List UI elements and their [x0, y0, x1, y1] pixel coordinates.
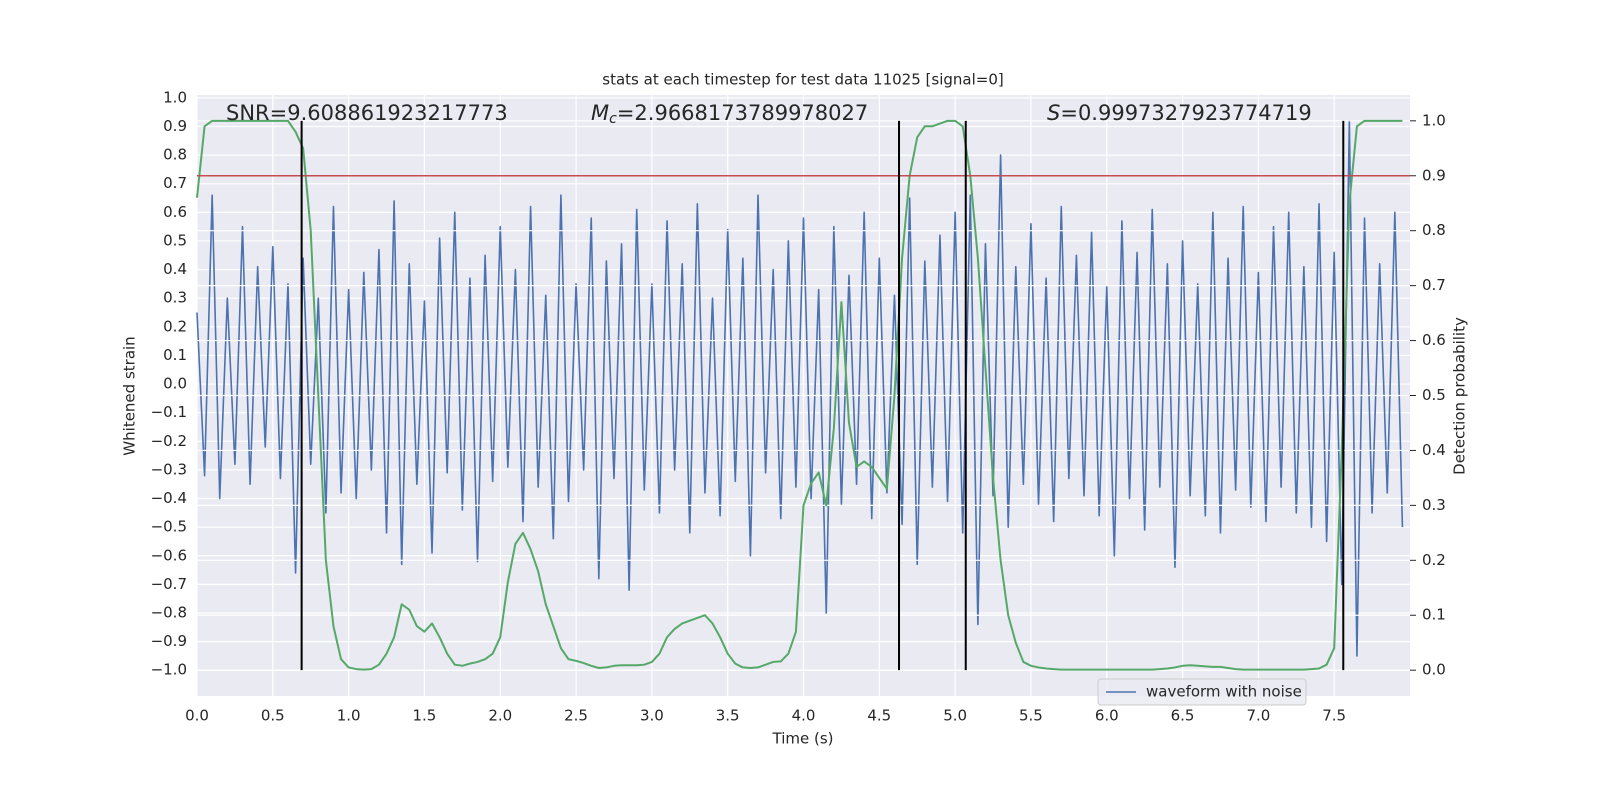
annotation: S=0.9997327923774719	[1047, 101, 1312, 125]
x-tick-label: 5.0	[943, 707, 967, 725]
legend-box	[1097, 678, 1307, 706]
y-tick-label: −0.6	[151, 546, 187, 564]
annotation-subscript: c	[609, 111, 617, 127]
annotation-symbol: S	[1047, 101, 1060, 125]
y-axis-label: Whitened strain	[121, 336, 139, 455]
y-tick-label: 0.6	[163, 203, 187, 221]
y-tick-label: 0.0	[163, 375, 187, 393]
annotation-text: =2.9668173789978027	[617, 101, 868, 125]
x-tick-label: 2.5	[564, 707, 588, 725]
annotation-text: =0.9997327923774719	[1060, 101, 1311, 125]
y-tick-label: 0.2	[163, 317, 187, 335]
x-tick-label: 0.5	[261, 707, 285, 725]
x-tick-label: 2.0	[488, 707, 512, 725]
y-tick-label: −0.7	[151, 575, 187, 593]
x-tick-label: 5.5	[1019, 707, 1043, 725]
y2-tick-label: 0.0	[1422, 661, 1446, 679]
y-tick-label: −0.5	[151, 518, 187, 536]
x-axis-label: Time (s)	[772, 730, 834, 748]
y2-axis-label: Detection probability	[1451, 317, 1469, 475]
series-line	[196, 119, 1404, 657]
chart-title: stats at each timestep for test data 110…	[602, 71, 1003, 89]
x-tick-label: 1.0	[337, 707, 361, 725]
y2-tick-label: 0.7	[1422, 276, 1446, 294]
y-tick-label: −0.1	[151, 403, 187, 421]
x-tick-label: 6.5	[1171, 707, 1195, 725]
y2-tick-label: 0.6	[1422, 331, 1446, 349]
y2-tick-label: 0.8	[1422, 221, 1446, 239]
y-tick-label: 1.0	[163, 88, 187, 106]
y-tick-label: 0.1	[163, 346, 187, 364]
x-tick-label: 7.0	[1246, 707, 1270, 725]
y-tick-label: 0.3	[163, 289, 187, 307]
y-tick-label: 0.8	[163, 146, 187, 164]
y2-tick-label: 1.0	[1422, 111, 1446, 129]
annotation: Mc=2.9668173789978027	[591, 101, 868, 127]
y-tick-label: −0.3	[151, 460, 187, 478]
x-tick-label: 3.5	[716, 707, 740, 725]
y2-tick-label: 0.3	[1422, 496, 1446, 514]
x-tick-label: 3.0	[640, 707, 664, 725]
y2-tick-label: 0.4	[1422, 441, 1446, 459]
y2-tick-label: 0.1	[1422, 606, 1446, 624]
y-tick-label: −0.8	[151, 604, 187, 622]
y2-tick-label: 0.2	[1422, 551, 1446, 569]
y-tick-label: −1.0	[151, 661, 187, 679]
y-tick-label: −0.9	[151, 632, 187, 650]
y-tick-label: 0.7	[163, 174, 187, 192]
annotation: SNR=9.608861923217773	[226, 101, 508, 125]
y2-tick-label: 0.9	[1422, 166, 1446, 184]
y-tick-label: 0.4	[163, 260, 187, 278]
y-tick-label: 0.5	[163, 231, 187, 249]
y-tick-label: 0.9	[163, 117, 187, 135]
annotation-text: SNR=9.608861923217773	[226, 101, 508, 125]
y-tick-label: −0.2	[151, 432, 187, 450]
x-tick-label: 4.5	[867, 707, 891, 725]
x-tick-label: 7.5	[1322, 707, 1346, 725]
legend-label: waveform with noise	[1146, 683, 1302, 701]
x-tick-label: 1.5	[413, 707, 437, 725]
x-tick-label: 0.0	[185, 707, 209, 725]
y-tick-label: −0.4	[151, 489, 187, 507]
series-line	[196, 119, 1403, 671]
annotation-symbol: M	[591, 101, 609, 125]
x-tick-label: 4.0	[792, 707, 816, 725]
y2-tick-label: 0.5	[1422, 386, 1446, 404]
x-tick-label: 6.0	[1095, 707, 1119, 725]
